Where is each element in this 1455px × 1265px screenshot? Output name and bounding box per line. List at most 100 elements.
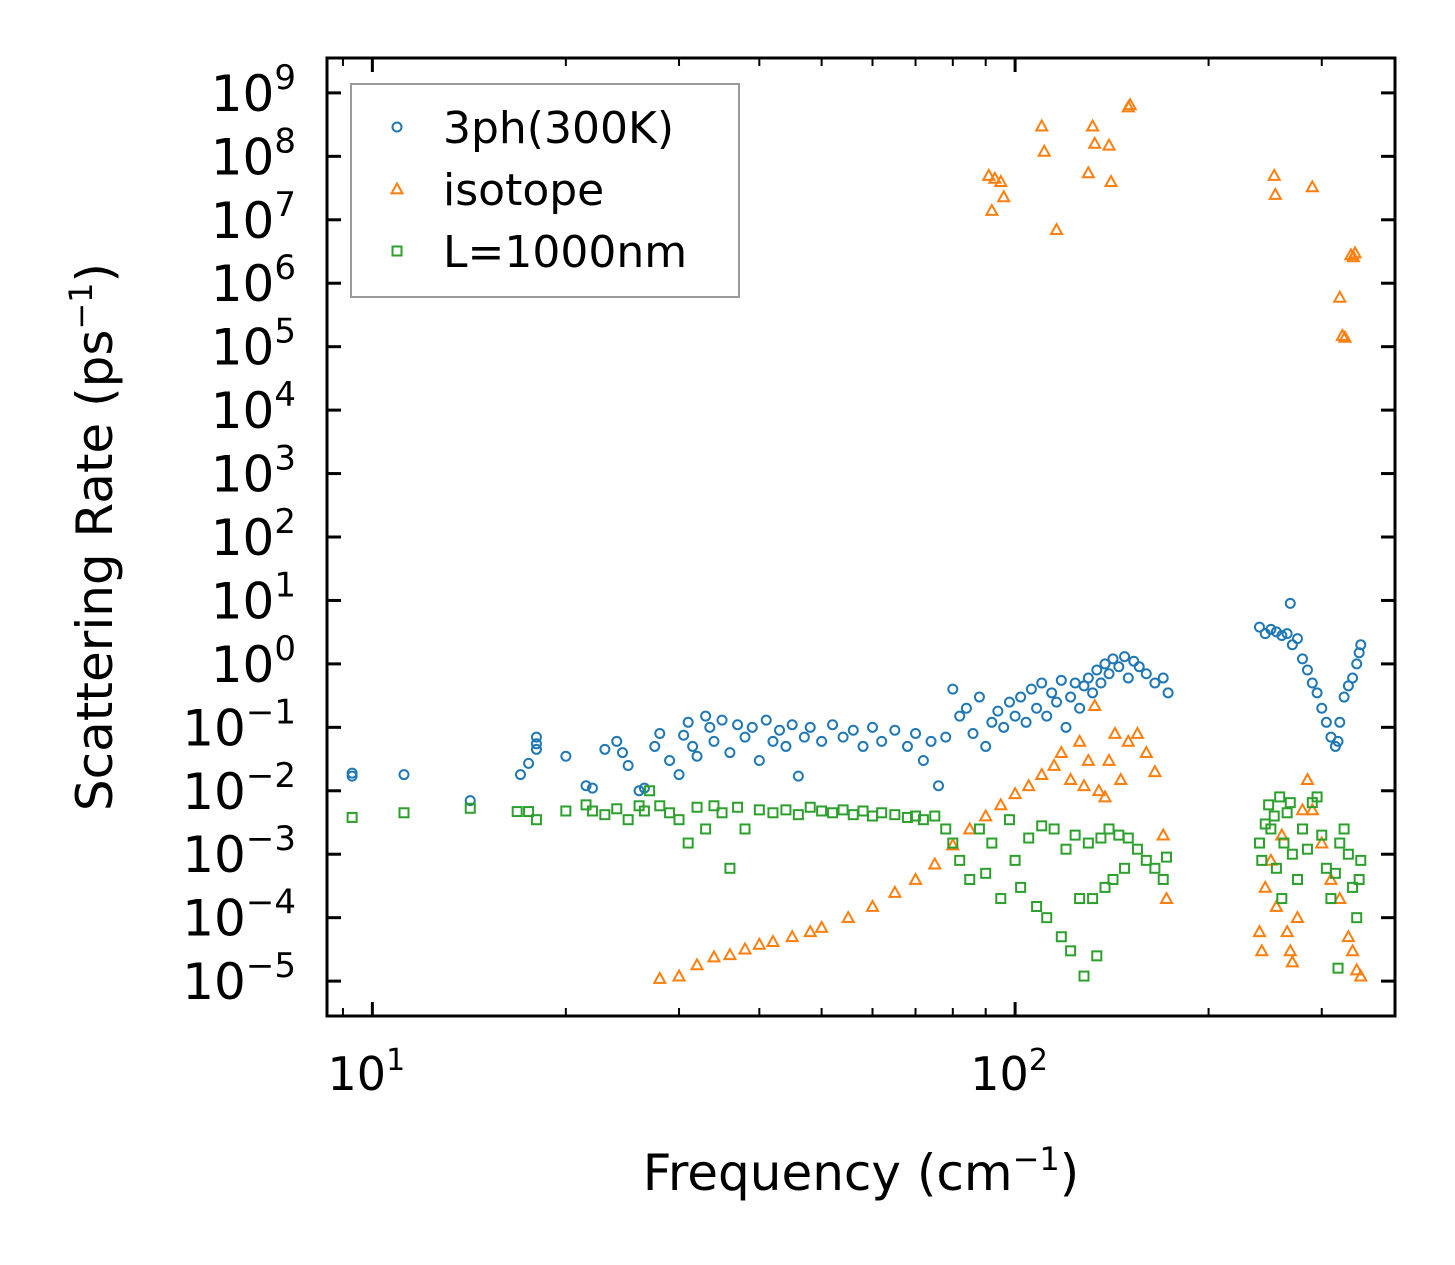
- data-point: [1063, 772, 1078, 786]
- data-point: [947, 837, 959, 849]
- data-point: [1263, 852, 1279, 866]
- data-point: [1041, 912, 1053, 924]
- data-point: [752, 936, 767, 950]
- data-point: [767, 735, 779, 747]
- data-point: [1113, 661, 1125, 673]
- y-tick-label-base: 10: [182, 953, 246, 1011]
- data-point: [1103, 174, 1119, 187]
- data-point: [960, 702, 972, 714]
- x-axis-label-text: Frequency (cm: [643, 1144, 1013, 1202]
- data-point: [1306, 677, 1318, 689]
- data-point: [1101, 752, 1117, 766]
- data-point: [980, 740, 992, 752]
- data-point: [816, 735, 828, 747]
- data-point: [700, 710, 712, 722]
- data-point: [774, 724, 786, 736]
- data-point: [792, 809, 804, 821]
- data-point: [1268, 810, 1280, 822]
- data-point: [1107, 725, 1123, 739]
- data-point: [973, 823, 985, 835]
- data-point: [1103, 668, 1115, 680]
- data-point: [638, 805, 650, 817]
- y-tick-label-base: 10: [211, 509, 275, 567]
- data-point: [804, 721, 816, 733]
- y-tick-label-exp: −4: [246, 883, 296, 923]
- data-point: [1095, 677, 1107, 689]
- data-point: [837, 731, 849, 743]
- data-point: [984, 202, 1000, 216]
- data-point: [995, 893, 1007, 905]
- data-point: [947, 683, 959, 695]
- data-point: [1345, 943, 1360, 957]
- data-point: [917, 814, 929, 826]
- data-point: [611, 803, 623, 815]
- data-point: [1121, 733, 1136, 747]
- data-point: [1156, 827, 1171, 841]
- data-point: [932, 780, 944, 792]
- data-point: [530, 738, 542, 750]
- data-point: [827, 807, 839, 819]
- data-point: [1286, 848, 1298, 860]
- y-tick-label-base: 10: [211, 319, 275, 377]
- data-point: [753, 755, 765, 767]
- data-point: [1060, 721, 1072, 733]
- data-point: [1025, 683, 1037, 695]
- data-point: [1097, 789, 1113, 803]
- data-point: [1329, 867, 1341, 879]
- data-point: [580, 799, 592, 811]
- y-tick-label: 10−5: [182, 946, 296, 1011]
- data-point: [1337, 329, 1353, 343]
- data-point: [1268, 186, 1283, 200]
- data-point: [586, 782, 598, 794]
- data-point: [1065, 945, 1077, 957]
- y-tick-label-exp: 1: [274, 565, 296, 605]
- data-point: [986, 716, 998, 728]
- data-point: [1015, 881, 1027, 893]
- y-tick-label-exp: 6: [274, 248, 296, 288]
- data-point: [998, 721, 1010, 733]
- data-point: [530, 731, 542, 743]
- data-point: [1311, 687, 1323, 699]
- data-point: [925, 735, 937, 747]
- data-point: [737, 941, 753, 955]
- x-tick-labels: 101 102: [328, 1043, 1048, 1101]
- data-point: [1160, 851, 1172, 863]
- data-point: [1332, 891, 1347, 904]
- data-point: [785, 929, 800, 943]
- data-point: [908, 871, 923, 885]
- data-point: [654, 727, 666, 739]
- y-tick-label-base: 10: [211, 65, 275, 123]
- data-point: [1267, 167, 1282, 181]
- data-point: [678, 729, 690, 741]
- data-point: [716, 714, 728, 726]
- data-point: [1055, 931, 1067, 943]
- data-point: [954, 854, 966, 866]
- data-point: [1046, 687, 1058, 699]
- data-point: [1281, 628, 1293, 640]
- data-point: [346, 770, 358, 782]
- data-point: [1316, 829, 1328, 841]
- data-point: [1253, 837, 1265, 849]
- data-point: [1107, 873, 1119, 885]
- data-point: [993, 174, 1008, 187]
- y-axis-label: Scattering Rate (ps−1): [62, 263, 124, 811]
- legend-label: L=1000nm: [443, 227, 687, 278]
- y-tick-label: 107: [211, 185, 296, 250]
- data-point: [1347, 672, 1359, 684]
- data-point: [973, 691, 985, 703]
- y-tick-label-exp: 0: [274, 629, 296, 669]
- data-point: [987, 170, 1003, 184]
- data-point: [1274, 791, 1286, 803]
- data-point: [1065, 691, 1077, 703]
- y-tick-label-exp: 5: [274, 312, 296, 352]
- data-point: [1269, 898, 1284, 912]
- data-point: [1095, 832, 1107, 844]
- data-point: [857, 805, 869, 817]
- data-point: [753, 804, 765, 816]
- data-point: [1122, 97, 1138, 111]
- y-tick-label-exp: 3: [274, 439, 296, 479]
- y-tick-label-base: 10: [211, 382, 275, 440]
- data-point: [644, 785, 656, 797]
- plot-frame: [325, 56, 1397, 1018]
- data-point: [857, 740, 869, 752]
